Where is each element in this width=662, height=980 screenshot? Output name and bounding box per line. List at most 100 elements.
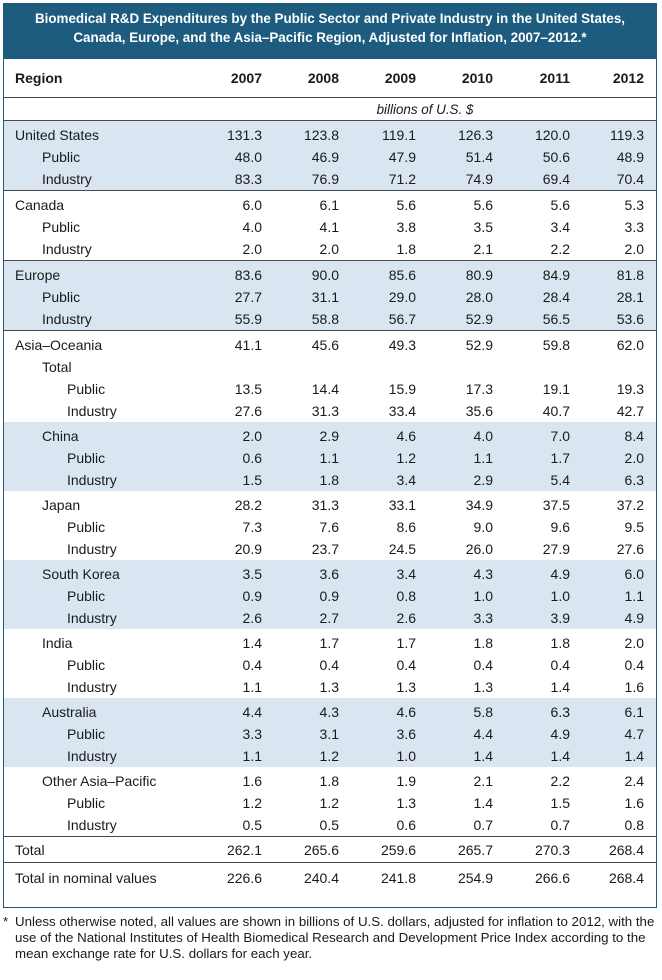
cell-value: 27.6 (234, 403, 262, 419)
cell-value: 83.6 (194, 260, 274, 286)
cell-value: 2.0 (624, 635, 644, 651)
cell-value: 37.2 (616, 497, 644, 513)
cell-value (582, 356, 656, 378)
table-row: Public 0.4 0.4 0.4 0.4 0.4 0.4 (4, 654, 656, 676)
cell-value: 27.7 (194, 286, 274, 308)
cell-value: 42.7 (616, 403, 644, 419)
cell-value: 1.4 (505, 745, 582, 767)
row-label: Public (67, 657, 106, 673)
cell-value: 45.6 (311, 337, 339, 353)
cell-value: 1.3 (396, 795, 416, 811)
table-row: Industry 1.1 1.2 1.0 1.4 1.4 1.4 (4, 745, 656, 767)
cell-value: 80.9 (428, 260, 505, 286)
cell-value: 6.3 (582, 469, 656, 491)
cell-value: 6.3 (505, 698, 582, 723)
cell-value: 2.0 (582, 447, 656, 469)
row-label: Total (15, 841, 45, 858)
cell-value: 20.9 (234, 541, 262, 557)
cell-value: 268.4 (608, 841, 644, 858)
cell-value: 131.3 (194, 120, 274, 146)
row-label: Asia–Oceania (15, 337, 103, 353)
row-label: Japan (42, 497, 81, 513)
cell-value: 48.0 (194, 146, 274, 168)
row-label: South Korea (4, 560, 194, 585)
cell-value: 262.1 (226, 841, 262, 858)
cell-value: 1.0 (505, 585, 582, 607)
cell-value: 0.9 (194, 585, 274, 607)
cell-value: 3.5 (473, 219, 493, 235)
cell-value: 3.6 (351, 723, 428, 745)
cell-value: 9.0 (473, 519, 493, 535)
nominal-total-row: Total in nominal values 226.6 240.4 241.8 25… (4, 862, 656, 893)
cell-value: 4.6 (351, 698, 428, 723)
cell-value: 28.0 (428, 286, 505, 308)
cell-value: 266.6 (534, 869, 570, 886)
header-year: 2007 (230, 70, 262, 86)
cell-value: 84.9 (505, 260, 582, 286)
row-label: Industry (67, 403, 117, 419)
cell-value: 4.1 (319, 219, 339, 235)
cell-value: 52.9 (465, 337, 493, 353)
cell-value: 28.2 (234, 497, 262, 513)
row-label: India (42, 635, 73, 651)
cell-value: 13.5 (234, 381, 262, 397)
row-label: Public (67, 519, 106, 535)
cell-value: 51.4 (428, 146, 505, 168)
row-label: United States (4, 120, 194, 146)
cell-value: 4.6 (351, 422, 428, 447)
table-row: Asia–Oceania 41.1 45.6 49.3 52.9 59.8 62.0 (4, 330, 656, 357)
cell-value: 3.9 (505, 607, 582, 629)
row-label: Industry (4, 168, 194, 191)
cell-value: 90.0 (274, 260, 351, 286)
cell-value (505, 356, 582, 378)
cell-value: 46.9 (274, 146, 351, 168)
cell-value: 1.1 (194, 745, 274, 767)
cell-value: 7.0 (505, 422, 582, 447)
cell-value: 14.4 (311, 381, 339, 397)
cell-value: 1.8 (319, 773, 339, 789)
footnote-text: Unless otherwise noted, all values are s… (15, 914, 655, 961)
units-row: billions of U.S. $ (4, 98, 656, 121)
cell-value: 1.4 (582, 745, 656, 767)
table-row: Europe 83.6 90.0 85.6 80.9 84.9 81.8 (4, 260, 656, 286)
cell-value: 0.4 (319, 657, 339, 673)
cell-value: 19.3 (616, 381, 644, 397)
cell-value: 1.4 (242, 635, 262, 651)
cell-value: 0.6 (396, 817, 416, 833)
row-label: Industry (4, 469, 194, 491)
cell-value: 6.1 (319, 197, 339, 213)
row-label: Other Asia–Pacific (42, 773, 157, 789)
table-row: Public 3.3 3.1 3.6 4.4 4.9 4.7 (4, 723, 656, 745)
cell-value: 59.8 (542, 337, 570, 353)
cell-value: 254.9 (457, 869, 493, 886)
cell-value: 2.6 (351, 607, 428, 629)
table-row: Industry 27.6 31.3 33.4 35.6 40.7 42.7 (4, 400, 656, 422)
cell-value: 76.9 (274, 168, 351, 191)
cell-value: 0.9 (274, 585, 351, 607)
cell-value: 52.9 (428, 308, 505, 331)
cell-value: 7.6 (319, 519, 339, 535)
cell-value: 1.8 (274, 469, 351, 491)
cell-value: 83.3 (194, 168, 274, 191)
cell-value: 241.8 (380, 869, 416, 886)
cell-value: 1.5 (550, 795, 570, 811)
cell-value: 123.8 (274, 120, 351, 146)
cell-value: 0.4 (624, 657, 644, 673)
row-label: China (4, 422, 194, 447)
cell-value: 1.6 (624, 795, 644, 811)
table-row: Public 48.0 46.9 47.9 51.4 50.6 48.9 (4, 146, 656, 168)
header-region: Region (15, 70, 63, 86)
cell-value: 120.0 (505, 120, 582, 146)
cell-value: 49.3 (388, 337, 416, 353)
cell-value: 28.1 (582, 286, 656, 308)
title-line-2: Canada, Europe, and the Asia–Pacific Reg… (73, 30, 587, 45)
table-row: Public 7.3 7.6 8.6 9.0 9.6 9.5 (4, 516, 656, 538)
cell-value: 4.3 (274, 698, 351, 723)
cell-value: 31.1 (274, 286, 351, 308)
table-row: Public 0.6 1.1 1.2 1.1 1.7 2.0 (4, 447, 656, 469)
cell-value: 53.6 (582, 308, 656, 331)
cell-value: 69.4 (505, 168, 582, 191)
row-label: Total (42, 359, 72, 375)
cell-value: 1.0 (351, 745, 428, 767)
cell-value: 28.4 (505, 286, 582, 308)
